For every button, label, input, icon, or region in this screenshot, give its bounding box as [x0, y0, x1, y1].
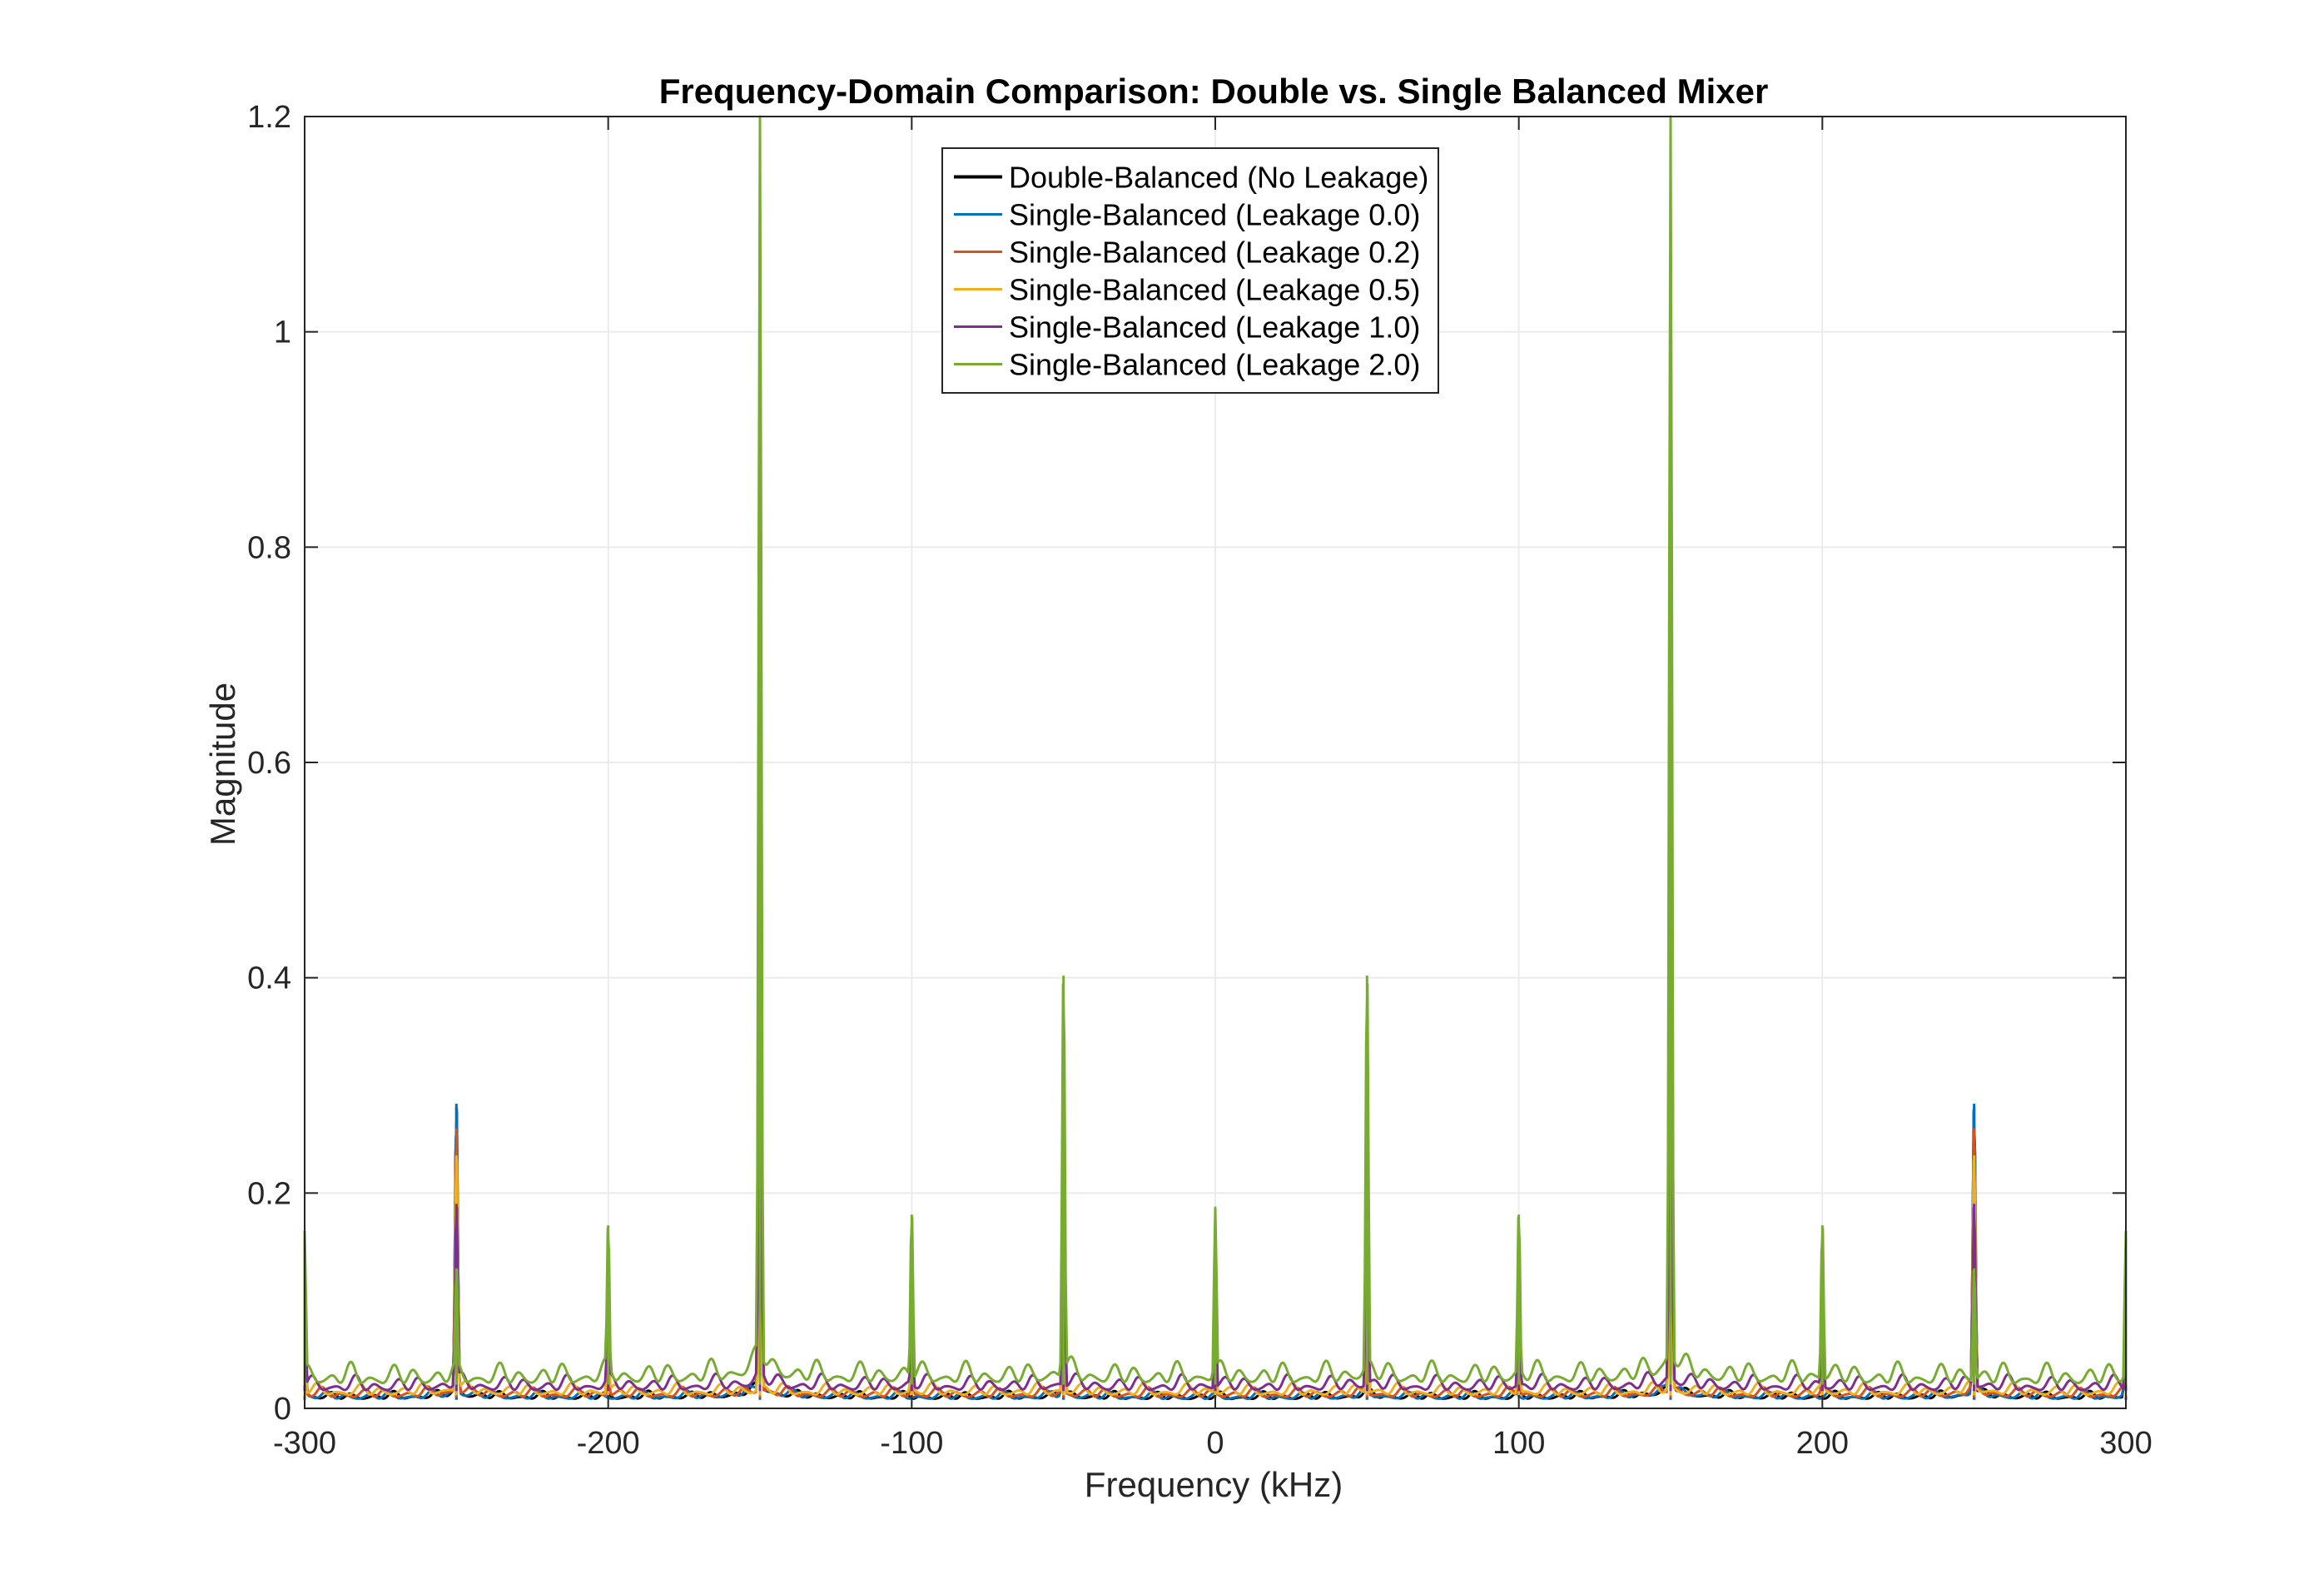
legend-entry: Single-Balanced (Leakage 1.0) [1009, 310, 1420, 345]
legend-entry: Double-Balanced (No Leakage) [1009, 161, 1428, 195]
legend: Double-Balanced (No Leakage)Single-Balan… [941, 147, 1439, 394]
legend-entry: Single-Balanced (Leakage 0.0) [1009, 198, 1420, 232]
x-axis-label: Frequency (kHz) [1085, 1465, 1343, 1504]
chart-title: Frequency-Domain Comparison: Double vs. … [659, 72, 1769, 111]
y-tick-label: 1 [274, 315, 291, 350]
y-tick-label: 0.2 [247, 1176, 291, 1211]
x-tick-label: -300 [273, 1426, 336, 1461]
x-tick-label: 200 [1796, 1426, 1849, 1461]
series-5 [303, 115, 2128, 1385]
legend-entry: Single-Balanced (Leakage 2.0) [1009, 348, 1420, 382]
legend-entry: Single-Balanced (Leakage 0.2) [1009, 236, 1420, 270]
x-tick-label: 300 [2099, 1426, 2152, 1461]
legend-entry: Single-Balanced (Leakage 0.5) [1009, 273, 1420, 307]
x-tick-label: -200 [577, 1426, 640, 1461]
y-tick-label: 0.4 [247, 961, 291, 996]
y-tick-label: 0.8 [247, 530, 291, 565]
x-tick-label: 100 [1492, 1426, 1545, 1461]
y-tick-label: 0.6 [247, 746, 291, 781]
x-tick-label: -100 [880, 1426, 943, 1461]
legend-box [941, 147, 1439, 394]
axes: -300 -200 -100 0 100 200 300 0 0.2 0.4 0.6 0.8 1 1.2 [247, 100, 2153, 1461]
y-axis-label: Magnitude [203, 683, 242, 846]
y-tick-label: 0 [274, 1392, 291, 1427]
series-lines [303, 115, 2128, 1401]
x-tick-label: 0 [1206, 1426, 1224, 1461]
y-tick-label: 1.2 [247, 100, 291, 135]
